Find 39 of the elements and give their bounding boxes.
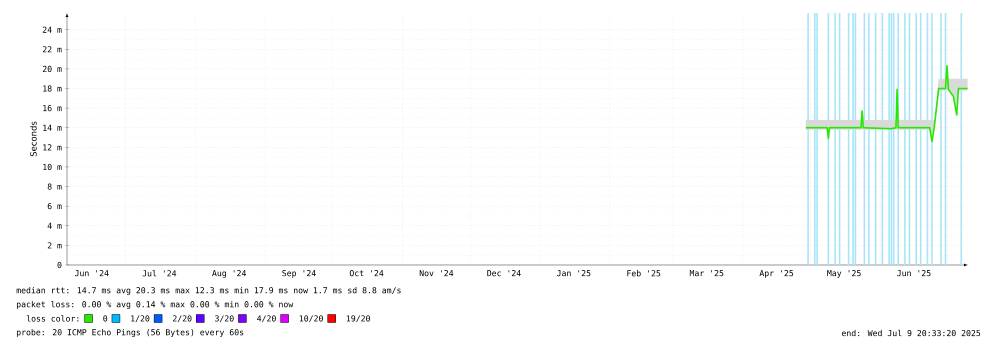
y-tick-label: 6 m <box>48 203 62 210</box>
y-tick-label: 2 m <box>48 242 62 248</box>
legend-label: 10/20 <box>300 315 323 322</box>
text: probe: 20 ICMP Echo Pings (56 Bytes) every 60s <box>16 329 244 337</box>
y-tick-label: 8 m <box>48 183 62 190</box>
x-tick-label: Sep '24 <box>282 270 316 278</box>
x-tick-label: Mar '25 <box>690 270 724 276</box>
x-tick-label: Dec '24 <box>487 270 521 276</box>
text: median rtt: 14.7 ms avg 20.3 ms max 12.3 ms min 17.9 ms now 1.7 ms sd 8.8 am/s <box>16 287 401 295</box>
x-tick-label: Feb '25 <box>627 270 660 276</box>
text: packet loss: 0.00 % avg 0.14 % max 0.00 % min 0.00 % now <box>16 300 294 309</box>
legend-title: loss color: <box>26 315 78 322</box>
y-tick-label: 18 m <box>43 85 62 92</box>
x-tick-label: Jun '24 <box>75 270 109 276</box>
x-tick-label: Jan '25 <box>557 270 590 276</box>
legend-label: 2/20 <box>172 315 192 322</box>
legend-label: 1/20 <box>131 315 150 322</box>
y-tick-label: 14 m <box>43 124 62 131</box>
y-tick-label: 24 m <box>42 26 62 33</box>
x-tick-label: Jul '24 <box>142 270 176 276</box>
x-tick-label: Nov '24 <box>420 270 454 276</box>
y-tick-label: 16 m <box>43 105 62 112</box>
legend-label: 19/20 <box>346 315 370 322</box>
y-tick-label: 22 m <box>42 46 62 52</box>
y-axis-title: Seconds <box>30 122 37 156</box>
y-tick-label: 0 <box>58 262 62 268</box>
y-tick-label: 10 m <box>43 164 62 170</box>
text: end: Wed Jul 9 20:33:20 2025 <box>842 330 980 336</box>
y-tick-label: 20 m <box>42 66 62 72</box>
legend-label: 0 <box>103 315 108 322</box>
y-tick-label: 12 m <box>43 144 62 150</box>
y-tick-label: 4 m <box>48 222 62 229</box>
x-tick-label: Oct '24 <box>350 270 384 276</box>
x-tick-label: Jun '25 <box>897 270 930 276</box>
x-tick-label: May '25 <box>827 270 861 278</box>
legend-label: 4/20 <box>257 315 276 322</box>
legend-label: 3/20 <box>215 315 234 322</box>
x-tick-label: Apr '25 <box>759 270 794 278</box>
x-tick-label: Aug '24 <box>212 270 246 278</box>
